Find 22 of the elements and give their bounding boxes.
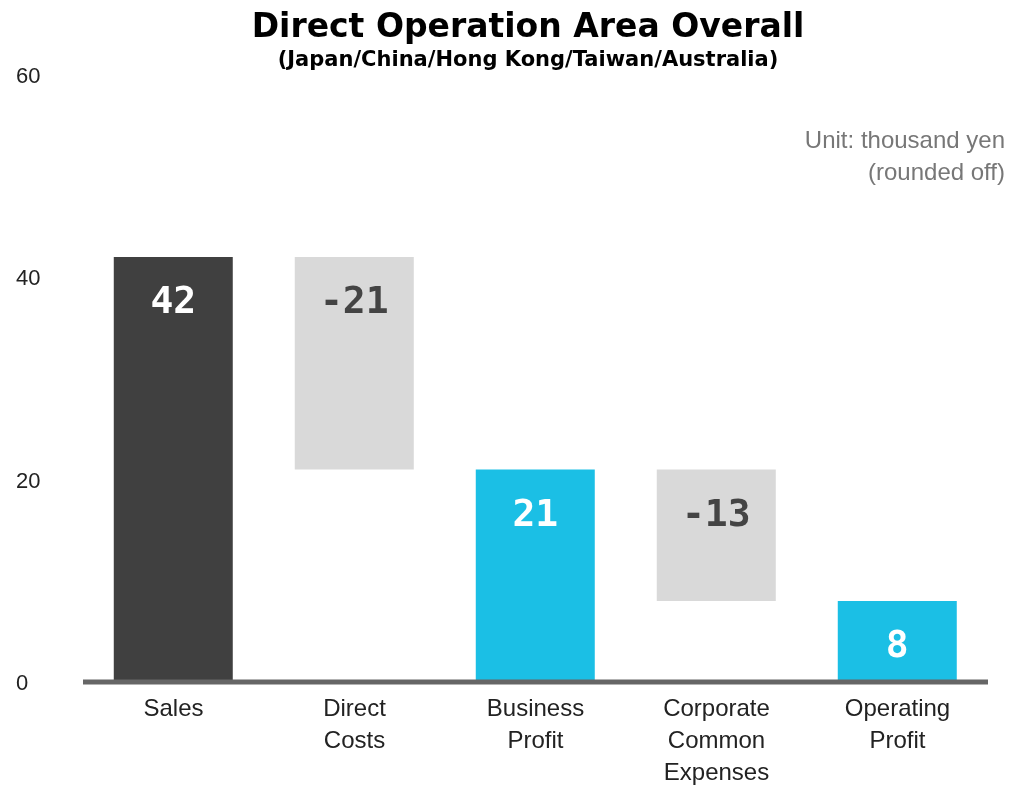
x-tick-label: Business Profit <box>486 694 585 753</box>
bar <box>294 257 414 470</box>
bar <box>475 469 595 682</box>
data-label: -13 <box>681 490 751 535</box>
y-tick-label: 0 <box>16 670 29 695</box>
chart-title: Direct Operation Area Overall <box>250 6 806 45</box>
y-tick-label: 40 <box>16 265 41 291</box>
y-tick-label: 60 <box>16 63 41 88</box>
data-label: 8 <box>885 622 909 667</box>
data-label: 42 <box>150 278 197 323</box>
bar <box>837 601 957 682</box>
chart-subtitle: (Japan/China/Hong Kong/Taiwan/Australia) <box>276 47 780 71</box>
bar <box>113 257 233 682</box>
data-label: 21 <box>512 490 559 535</box>
x-tick-label: Corporate Common Expenses <box>663 694 770 785</box>
x-tick-label: Direct Costs <box>323 694 387 753</box>
y-tick-label: 20 <box>16 467 41 493</box>
x-tick-label: Operating Profit <box>844 694 951 753</box>
x-tick-label: Sales <box>143 694 204 721</box>
annotation: Unit: thousand yen (rounded off) <box>803 125 1005 187</box>
data-label: -21 <box>319 278 389 323</box>
bar <box>656 469 776 602</box>
